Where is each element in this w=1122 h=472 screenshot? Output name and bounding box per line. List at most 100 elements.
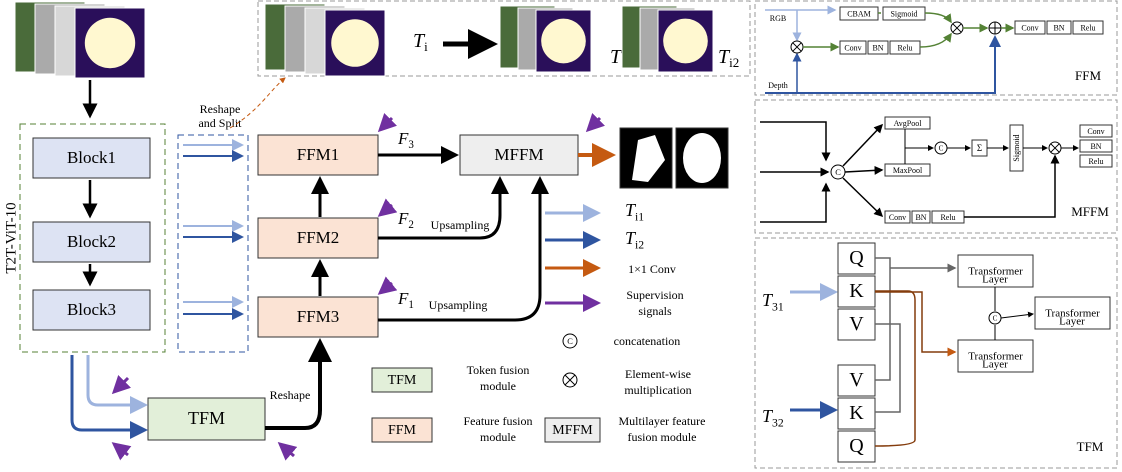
label: and Split bbox=[198, 116, 242, 130]
output-shape bbox=[683, 133, 721, 183]
label: BN bbox=[915, 213, 926, 222]
symbol: T32 bbox=[762, 406, 784, 429]
supervision-arrow bbox=[114, 378, 128, 392]
connector bbox=[845, 170, 882, 172]
symbol-sub: 31 bbox=[772, 300, 784, 313]
label: Block1 bbox=[67, 148, 116, 167]
label: BN bbox=[1053, 23, 1064, 32]
image-blob bbox=[541, 19, 586, 64]
label: C bbox=[567, 337, 573, 346]
label: Sigmoid bbox=[1012, 134, 1021, 161]
symbol-base: F bbox=[397, 209, 409, 228]
label: FFM2 bbox=[297, 228, 340, 247]
label: 1×1 Conv bbox=[628, 262, 676, 276]
label: Multilayer feature bbox=[619, 414, 706, 428]
image-blob bbox=[663, 19, 708, 64]
connector bbox=[875, 324, 900, 412]
symbol-sub: 1 bbox=[408, 299, 414, 311]
symbol: F2 bbox=[397, 209, 414, 231]
label: Upsampling bbox=[429, 298, 488, 312]
symbol-sub: i2 bbox=[635, 238, 644, 251]
label: Element-wise bbox=[625, 367, 691, 381]
label: Q bbox=[849, 435, 864, 457]
label: BN bbox=[1090, 142, 1101, 151]
connector bbox=[875, 291, 915, 446]
label: Σ bbox=[977, 143, 982, 153]
label: Reshape bbox=[270, 388, 311, 402]
label: Block3 bbox=[67, 300, 116, 319]
supervision-arrow bbox=[114, 444, 128, 455]
symbol-sub: 2 bbox=[408, 219, 414, 231]
symbol: Ti bbox=[413, 30, 428, 54]
symbol-sub: i bbox=[424, 39, 428, 54]
label: signals bbox=[638, 304, 672, 318]
supervision-arrow bbox=[380, 283, 392, 293]
label: module bbox=[480, 379, 516, 393]
symbol: F1 bbox=[397, 289, 414, 311]
label: C bbox=[993, 315, 998, 323]
label: Upsampling bbox=[431, 218, 490, 232]
label: Layer bbox=[982, 359, 1008, 371]
label: C bbox=[939, 145, 944, 153]
symbol: Ti2 bbox=[718, 46, 739, 70]
symbol: F3 bbox=[397, 129, 414, 151]
connector bbox=[925, 13, 951, 22]
connector bbox=[875, 258, 890, 380]
connector bbox=[760, 122, 826, 160]
label: FFM3 bbox=[297, 307, 340, 326]
label: Sigmoid bbox=[890, 9, 917, 18]
connector bbox=[88, 355, 145, 405]
diagram: T2T-ViT-10Block1Block2Block3Reshapeand S… bbox=[0, 0, 1122, 472]
symbol-base: F bbox=[397, 129, 409, 148]
connector bbox=[72, 355, 145, 430]
symbol: Ti1 bbox=[625, 200, 644, 223]
label: FFM1 bbox=[297, 145, 340, 164]
symbol-sub: i2 bbox=[729, 55, 739, 70]
label: fusion module bbox=[628, 430, 697, 444]
label: Conv bbox=[889, 213, 906, 222]
panel-box bbox=[755, 238, 1117, 468]
image-blob bbox=[85, 18, 135, 68]
connector bbox=[843, 125, 882, 166]
label: module bbox=[480, 430, 516, 444]
label: Supervision bbox=[626, 288, 683, 302]
supervision-arrow bbox=[588, 118, 600, 130]
connector bbox=[920, 34, 951, 47]
label: Conv bbox=[844, 43, 861, 52]
label: Layer bbox=[982, 274, 1008, 286]
label: AvgPool bbox=[894, 119, 923, 128]
label: MFFM bbox=[494, 145, 543, 164]
label: Conv bbox=[1087, 127, 1104, 136]
label: Reshape bbox=[200, 102, 241, 116]
label: Relu bbox=[1080, 23, 1095, 32]
symbol-sub: i1 bbox=[635, 210, 644, 223]
connector bbox=[843, 178, 882, 216]
symbol: T31 bbox=[762, 290, 784, 313]
image-blob bbox=[331, 19, 379, 67]
label: MFFM bbox=[552, 423, 593, 438]
label: TFM bbox=[388, 373, 417, 388]
panel-box bbox=[755, 1, 1117, 95]
connector bbox=[760, 184, 826, 222]
label: concatenation bbox=[614, 334, 681, 348]
symbol-base: F bbox=[397, 289, 409, 308]
symbol: Ti2 bbox=[625, 228, 644, 251]
label: RGB bbox=[770, 14, 786, 23]
connector bbox=[1001, 314, 1033, 318]
label: multiplication bbox=[624, 383, 691, 397]
label: Q bbox=[849, 247, 864, 269]
label: Relu bbox=[940, 213, 955, 222]
split-box bbox=[178, 135, 248, 352]
label: V bbox=[849, 369, 864, 391]
symbol-sub: 3 bbox=[408, 139, 414, 151]
label: Relu bbox=[897, 43, 912, 52]
label: MaxPool bbox=[893, 166, 923, 175]
supervision-arrow bbox=[380, 118, 392, 130]
label: K bbox=[849, 402, 864, 424]
label: V bbox=[849, 313, 864, 335]
label: Layer bbox=[1059, 316, 1085, 328]
label: Token fusion bbox=[467, 363, 530, 377]
label: Conv bbox=[1021, 23, 1038, 32]
label: T2T-ViT-10 bbox=[3, 202, 19, 273]
symbol-sub: 32 bbox=[772, 416, 784, 429]
